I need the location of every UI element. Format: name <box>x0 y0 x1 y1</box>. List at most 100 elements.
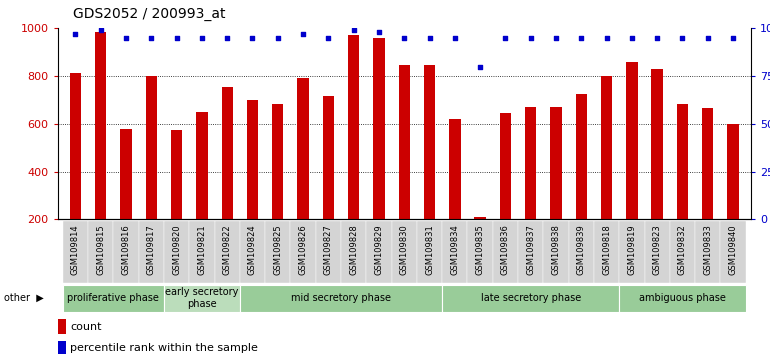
Point <box>297 31 310 37</box>
Bar <box>626 62 638 219</box>
Text: GSM109827: GSM109827 <box>324 224 333 275</box>
Bar <box>146 76 157 219</box>
Bar <box>544 221 569 283</box>
Bar <box>619 285 745 312</box>
Bar <box>120 129 132 219</box>
Text: GSM109826: GSM109826 <box>299 224 307 275</box>
Bar <box>316 221 341 283</box>
Text: GSM109824: GSM109824 <box>248 224 257 275</box>
Point <box>474 64 487 69</box>
Bar <box>323 96 334 219</box>
Bar <box>222 87 233 219</box>
Bar <box>58 341 66 354</box>
Text: GSM109828: GSM109828 <box>349 224 358 275</box>
Bar <box>518 221 544 283</box>
Point <box>601 35 613 41</box>
Bar <box>272 104 283 219</box>
Bar <box>644 221 670 283</box>
Point <box>575 35 588 41</box>
Text: GDS2052 / 200993_at: GDS2052 / 200993_at <box>73 7 226 21</box>
Bar <box>239 285 442 312</box>
Bar <box>215 221 239 283</box>
Bar <box>576 94 587 219</box>
Bar <box>113 221 139 283</box>
Point <box>272 35 284 41</box>
Text: other  ▶: other ▶ <box>4 293 44 303</box>
Bar <box>721 221 745 283</box>
Point <box>424 35 436 41</box>
Text: GSM109834: GSM109834 <box>450 224 460 275</box>
Point <box>196 35 208 41</box>
Text: GSM109832: GSM109832 <box>678 224 687 275</box>
Point <box>626 35 638 41</box>
Point <box>449 35 461 41</box>
Text: GSM109822: GSM109822 <box>223 224 232 275</box>
Text: late secretory phase: late secretory phase <box>480 293 581 303</box>
Text: GSM109835: GSM109835 <box>476 224 484 275</box>
Bar <box>569 221 594 283</box>
Point <box>524 35 537 41</box>
Bar <box>467 221 493 283</box>
Bar <box>525 107 537 219</box>
Point <box>146 35 158 41</box>
Bar <box>139 221 164 283</box>
Point <box>322 35 334 41</box>
Bar <box>449 119 460 219</box>
Text: GSM109829: GSM109829 <box>374 224 383 275</box>
Bar <box>164 221 189 283</box>
Point <box>373 29 385 35</box>
Point <box>120 35 132 41</box>
Bar <box>171 130 182 219</box>
Bar <box>677 104 688 219</box>
Bar <box>373 38 385 219</box>
Bar <box>247 100 258 219</box>
Text: GSM109825: GSM109825 <box>273 224 283 275</box>
Point <box>221 35 233 41</box>
Bar <box>95 32 106 219</box>
Point <box>347 27 360 33</box>
Text: GSM109838: GSM109838 <box>551 224 561 275</box>
Text: GSM109814: GSM109814 <box>71 224 80 275</box>
Bar <box>702 108 714 219</box>
Bar <box>239 221 265 283</box>
Text: GSM109818: GSM109818 <box>602 224 611 275</box>
Bar <box>442 285 619 312</box>
Bar <box>500 113 511 219</box>
Point <box>246 35 259 41</box>
Bar <box>58 319 66 334</box>
Bar <box>651 69 663 219</box>
Bar <box>695 221 721 283</box>
Text: GSM109823: GSM109823 <box>653 224 661 275</box>
Bar <box>493 221 518 283</box>
Point <box>398 35 410 41</box>
Bar <box>164 285 239 312</box>
Text: GSM109836: GSM109836 <box>501 224 510 275</box>
Bar <box>348 35 360 219</box>
Text: GSM109831: GSM109831 <box>425 224 434 275</box>
Text: GSM109837: GSM109837 <box>526 224 535 275</box>
Bar <box>417 221 442 283</box>
Bar <box>189 221 215 283</box>
Bar <box>442 221 467 283</box>
Text: percentile rank within the sample: percentile rank within the sample <box>70 343 258 353</box>
Point <box>701 35 714 41</box>
Bar <box>601 76 612 219</box>
Bar <box>70 73 81 219</box>
Point <box>499 35 511 41</box>
Point <box>550 35 562 41</box>
Text: GSM109821: GSM109821 <box>197 224 206 275</box>
Bar <box>594 221 619 283</box>
Bar <box>399 65 410 219</box>
Text: GSM109839: GSM109839 <box>577 224 586 275</box>
Bar <box>728 124 738 219</box>
Bar <box>63 221 88 283</box>
Text: GSM109830: GSM109830 <box>400 224 409 275</box>
Text: GSM109816: GSM109816 <box>122 224 131 275</box>
Point <box>170 35 182 41</box>
Text: GSM109833: GSM109833 <box>703 224 712 275</box>
Bar <box>63 285 164 312</box>
Point <box>651 35 663 41</box>
Point <box>727 35 739 41</box>
Text: GSM109819: GSM109819 <box>628 224 636 275</box>
Bar <box>424 65 435 219</box>
